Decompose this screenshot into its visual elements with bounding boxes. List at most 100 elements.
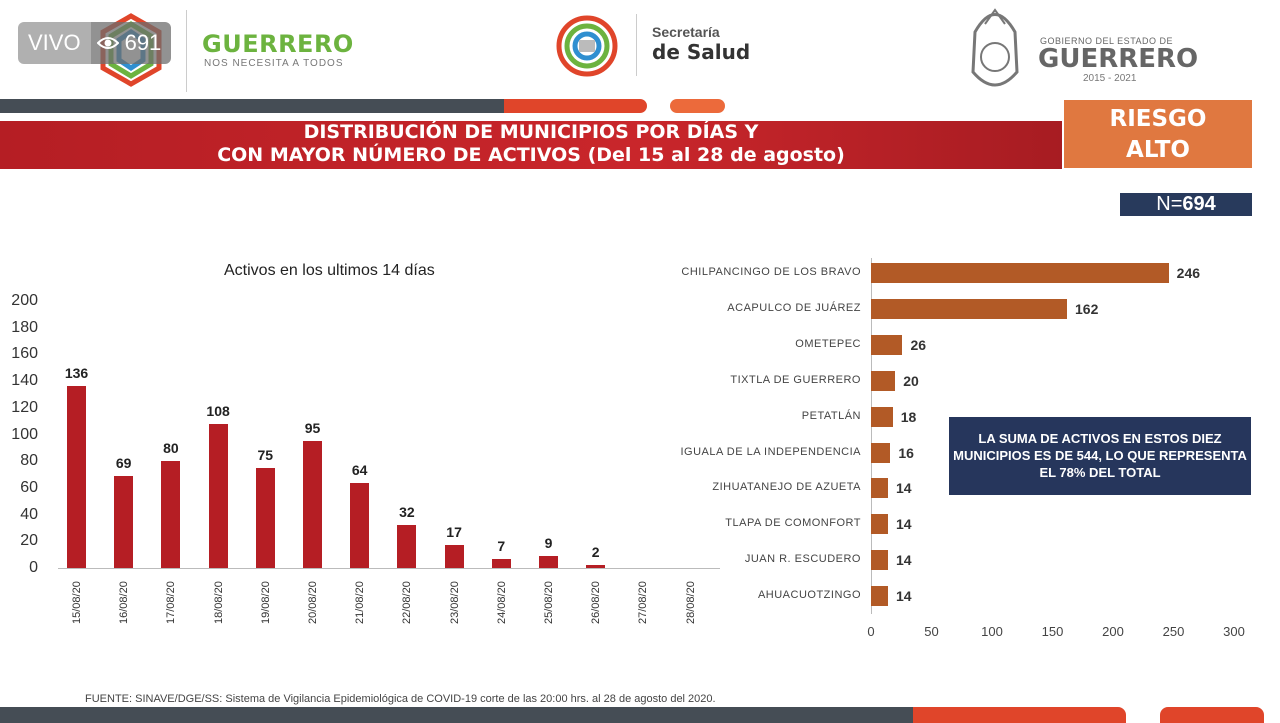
bar-value-label: 7 bbox=[497, 537, 506, 554]
bar-value-label: 14 bbox=[895, 552, 912, 569]
x-tick-label: 0 bbox=[867, 624, 875, 639]
category-label: IGUALA DE LA INDEPENDENCIA bbox=[680, 445, 861, 458]
guerrero-tagline: NOS NECESITA A TODOS bbox=[204, 58, 344, 69]
bar bbox=[871, 478, 888, 499]
slide-title-line1: DISTRIBUCIÓN DE MUNICIPIOS POR DÍAS Y bbox=[303, 121, 759, 143]
x-tick-label: 18/08/20 bbox=[212, 581, 225, 624]
bar-value-label: 32 bbox=[399, 504, 415, 521]
bar bbox=[871, 298, 1068, 319]
category-label: JUAN R. ESCUDERO bbox=[744, 553, 861, 566]
total-count-box: N=694 bbox=[1120, 193, 1252, 216]
footer-stripe-red-right bbox=[1160, 707, 1264, 723]
bar-value-label: 69 bbox=[115, 454, 132, 471]
total-value: 694 bbox=[1182, 193, 1216, 215]
y-tick-label: 120 bbox=[11, 398, 38, 416]
risk-line1: RIESGO bbox=[1109, 106, 1207, 132]
x-tick-label: 15/08/20 bbox=[71, 581, 83, 624]
bar bbox=[871, 442, 891, 463]
bar bbox=[871, 514, 888, 535]
source-footer: FUENTE: SINAVE/DGE/SS: Sistema de Vigila… bbox=[85, 693, 716, 705]
bar-value-label: 17 bbox=[446, 524, 462, 541]
x-tick-label: 19/08/20 bbox=[259, 581, 272, 624]
live-badge: VIVO 691 bbox=[18, 22, 172, 64]
viewer-count-value: 691 bbox=[124, 30, 162, 55]
footer-stripe-red bbox=[913, 707, 1126, 723]
bar-value-label: 9 bbox=[544, 534, 553, 551]
x-tick-label: 250 bbox=[1162, 624, 1185, 639]
bar bbox=[871, 334, 903, 355]
bar-value-label: 20 bbox=[903, 372, 919, 389]
header-stripe-red bbox=[504, 99, 647, 113]
footer-stripe-dark bbox=[0, 707, 913, 723]
y-tick-label: 180 bbox=[11, 318, 38, 336]
risk-line2: ALTO bbox=[1126, 137, 1190, 163]
bar-value-label: 14 bbox=[895, 480, 912, 497]
bar bbox=[161, 461, 181, 568]
y-tick-label: 160 bbox=[11, 345, 38, 363]
state-shield-icon bbox=[971, 8, 1019, 87]
live-label: VIVO bbox=[18, 22, 91, 64]
x-tick-label: 21/08/20 bbox=[354, 581, 367, 624]
bar bbox=[871, 406, 893, 427]
y-tick-label: 80 bbox=[20, 452, 38, 470]
bar bbox=[871, 263, 1169, 283]
y-tick-label: 60 bbox=[20, 478, 38, 496]
bar-value-label: 246 bbox=[1176, 265, 1201, 281]
bar bbox=[255, 467, 275, 568]
salud-title-line1: Secretaría bbox=[652, 24, 720, 40]
category-label: ACAPULCO DE JUÁREZ bbox=[727, 301, 861, 314]
title-band bbox=[0, 121, 1062, 169]
salud-divider bbox=[636, 14, 637, 76]
category-label: OMETEPEC bbox=[795, 337, 861, 350]
salud-title-line2: de Salud bbox=[652, 40, 751, 64]
bar bbox=[586, 565, 606, 568]
x-tick-label: 200 bbox=[1102, 624, 1124, 639]
guerrero-brand: GUERRERO bbox=[202, 30, 354, 58]
bar bbox=[871, 550, 888, 571]
bar bbox=[303, 441, 322, 568]
y-axis-line bbox=[871, 258, 872, 614]
gob-years: 2015 - 2021 bbox=[1083, 73, 1137, 84]
viewer-count: 691 bbox=[90, 22, 172, 64]
bar-value-label: 64 bbox=[351, 461, 368, 478]
x-tick-label: 23/08/20 bbox=[448, 581, 461, 624]
bar bbox=[397, 525, 417, 568]
header-divider bbox=[186, 10, 187, 92]
y-tick-label: 40 bbox=[20, 505, 38, 523]
bar-value-label: 162 bbox=[1075, 300, 1099, 317]
x-tick-label: 24/08/20 bbox=[495, 581, 508, 624]
header-stripe-dark bbox=[0, 99, 504, 113]
x-tick-label: 25/08/20 bbox=[543, 581, 555, 624]
y-tick-label: 100 bbox=[11, 425, 38, 443]
x-tick-label: 17/08/20 bbox=[165, 581, 178, 624]
bar-value-label: 95 bbox=[304, 420, 321, 437]
x-tick-label: 27/08/20 bbox=[637, 581, 650, 624]
summary-note: LA SUMA DE ACTIVOS EN ESTOS DIEZ MUNICIP… bbox=[949, 417, 1251, 495]
bar-value-label: 14 bbox=[895, 516, 912, 533]
salud-logo bbox=[556, 15, 618, 77]
x-tick-label: 150 bbox=[1041, 624, 1064, 639]
bar bbox=[67, 386, 86, 568]
x-tick-label: 50 bbox=[924, 624, 939, 639]
bar-value-label: 108 bbox=[206, 402, 230, 419]
bar-value-label: 26 bbox=[910, 336, 927, 353]
category-label: PETATLÁN bbox=[801, 409, 861, 422]
y-tick-label: 20 bbox=[20, 532, 38, 550]
slide-title-line2: CON MAYOR NÚMERO DE ACTIVOS (Del 15 al 2… bbox=[217, 144, 845, 166]
y-tick-label: 140 bbox=[11, 372, 38, 390]
x-axis-line bbox=[58, 568, 720, 569]
category-label: TIXTLA DE GUERRERO bbox=[730, 373, 861, 386]
slide-title: DISTRIBUCIÓN DE MUNICIPIOS POR DÍAS Y CO… bbox=[0, 121, 1062, 169]
bar bbox=[208, 423, 228, 568]
bar bbox=[350, 482, 370, 568]
gob-line1: GOBIERNO DEL ESTADO DE bbox=[1040, 36, 1174, 46]
x-tick-label: 100 bbox=[981, 624, 1003, 639]
category-label: TLAPA DE COMONFORT bbox=[725, 517, 861, 530]
bar bbox=[491, 558, 511, 568]
risk-badge: RIESGO ALTO bbox=[1064, 100, 1252, 168]
bar bbox=[871, 586, 888, 607]
y-tick-label: 0 bbox=[29, 559, 38, 576]
x-tick-label: 20/08/20 bbox=[307, 581, 319, 624]
bar-value-label: 14 bbox=[895, 588, 912, 605]
bar-value-label: 75 bbox=[257, 446, 274, 463]
